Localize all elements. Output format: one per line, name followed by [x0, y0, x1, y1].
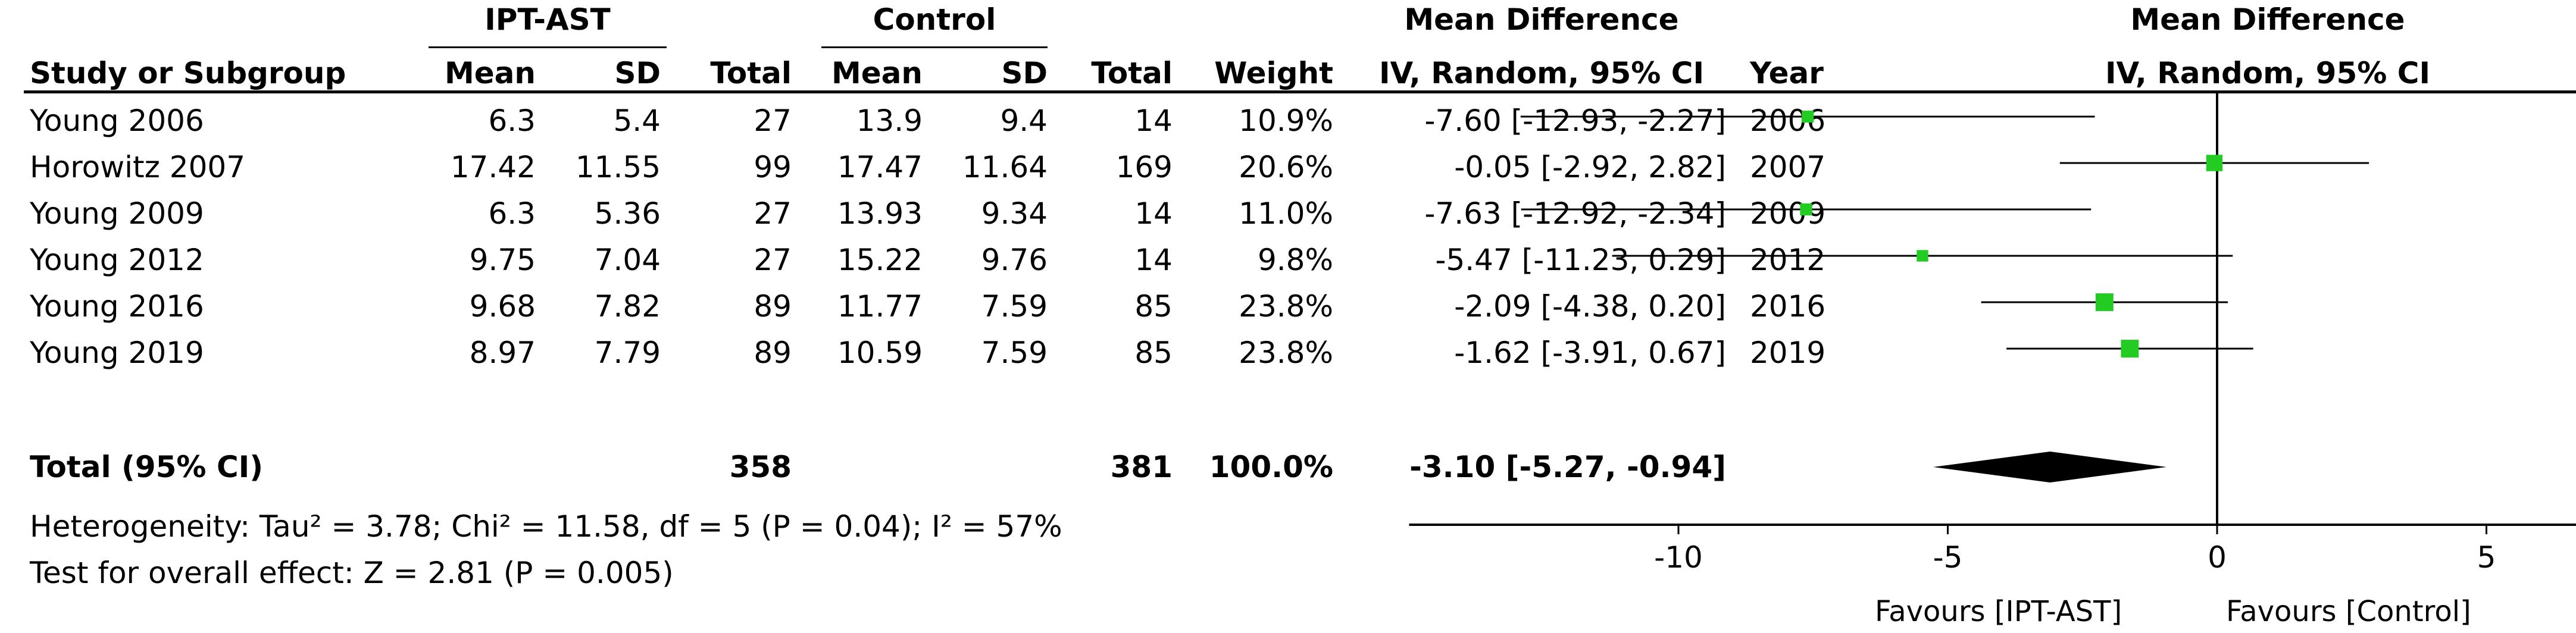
- n1-cell: 99: [754, 150, 792, 184]
- n2-cell: 85: [1134, 289, 1173, 324]
- n1-cell: 27: [754, 104, 792, 138]
- plot-header-top: Mean Difference: [2130, 2, 2405, 37]
- weight-cell: 20.6%: [1239, 150, 1333, 184]
- study-name: Young 2012: [30, 243, 204, 277]
- mean2-cell: 11.77: [837, 289, 923, 324]
- total1-header: Total: [710, 56, 792, 90]
- year-cell: 2012: [1750, 243, 1826, 277]
- year-cell: 2007: [1750, 150, 1826, 184]
- study-col-header: Study or Subgroup: [30, 56, 346, 90]
- header-separator: [24, 90, 2576, 93]
- weight-cell: 23.8%: [1239, 289, 1333, 324]
- mean2-cell: 17.47: [837, 150, 923, 184]
- mean2-cell: 15.22: [837, 243, 923, 277]
- mean2-cell: 13.9: [856, 104, 923, 138]
- total-n1: 358: [729, 450, 792, 484]
- sd1-cell: 7.04: [594, 243, 661, 277]
- ci-cell: -7.60 [-12.93, -2.27]: [1424, 104, 1726, 138]
- group1-underline: [429, 46, 667, 48]
- plot-method-header: IV, Random, 95% CI: [2105, 56, 2431, 90]
- ci-cell: -5.47 [-11.23, 0.29]: [1435, 243, 1726, 277]
- effect-marker: [1802, 110, 1814, 123]
- md-method-header: IV, Random, 95% CI: [1378, 56, 1705, 90]
- year-cell: 2019: [1750, 336, 1826, 370]
- study-name: Young 2016: [30, 289, 204, 324]
- group2-underline: [821, 46, 1048, 48]
- n2-cell: 85: [1134, 336, 1173, 370]
- n1-cell: 89: [754, 289, 792, 324]
- total-ci: -3.10 [-5.27, -0.94]: [1409, 450, 1726, 484]
- study-name: Young 2006: [30, 104, 204, 138]
- group1-header: IPT-AST: [484, 2, 611, 37]
- sd2-header: SD: [1001, 56, 1048, 90]
- study-name: Horowitz 2007: [30, 150, 246, 184]
- effect-marker: [1917, 250, 1928, 262]
- n1-cell: 27: [754, 196, 792, 231]
- sd2-cell: 11.64: [962, 150, 1048, 184]
- overall-effect-text: Test for overall effect: Z = 2.81 (P = 0…: [30, 556, 674, 590]
- mean1-cell: 6.3: [488, 196, 536, 231]
- ci-cell: -2.09 [-4.38, 0.20]: [1454, 289, 1726, 324]
- year-cell: 2016: [1750, 289, 1826, 324]
- sd1-cell: 7.79: [594, 336, 661, 370]
- sd1-header: SD: [614, 56, 661, 90]
- heterogeneity-text: Heterogeneity: Tau² = 3.78; Chi² = 11.58…: [30, 509, 1062, 544]
- total-weight: 100.0%: [1209, 450, 1333, 484]
- effect-marker: [2121, 340, 2139, 358]
- x-tick-label: 5: [2477, 540, 2496, 575]
- weight-cell: 10.9%: [1239, 104, 1333, 138]
- favours-left-label: Favours [IPT-AST]: [1875, 595, 2122, 628]
- effect-marker: [2095, 293, 2114, 311]
- total2-header: Total: [1091, 56, 1173, 90]
- pooled-diamond: [1933, 452, 2167, 482]
- n2-cell: 169: [1115, 150, 1173, 184]
- mean2-header: Mean: [831, 56, 923, 90]
- weight-cell: 9.8%: [1257, 243, 1333, 277]
- mean2-cell: 10.59: [837, 336, 923, 370]
- sd1-cell: 7.82: [594, 289, 661, 324]
- n1-cell: 89: [754, 336, 792, 370]
- favours-right-label: Favours [Control]: [2226, 595, 2471, 628]
- weight-cell: 23.8%: [1239, 336, 1333, 370]
- total-label: Total (95% CI): [30, 450, 264, 484]
- year-cell: 2009: [1750, 196, 1826, 231]
- x-tick-label: 0: [2208, 540, 2227, 575]
- sd2-cell: 9.4: [1000, 104, 1048, 138]
- x-tick-label: -10: [1654, 540, 1703, 575]
- group2-header: Control: [873, 2, 996, 37]
- year-header: Year: [1750, 56, 1824, 90]
- n2-cell: 14: [1134, 196, 1173, 231]
- md-header-top: Mean Difference: [1404, 2, 1679, 37]
- ci-cell: -1.62 [-3.91, 0.67]: [1454, 336, 1726, 370]
- ci-cell: -0.05 [-2.92, 2.82]: [1454, 150, 1726, 184]
- mean1-cell: 6.3: [488, 104, 536, 138]
- total-n2: 381: [1110, 450, 1173, 484]
- mean1-header: Mean: [444, 56, 536, 90]
- sd2-cell: 9.34: [981, 196, 1048, 231]
- mean1-cell: 17.42: [450, 150, 536, 184]
- sd2-cell: 9.76: [981, 243, 1048, 277]
- sd1-cell: 5.4: [613, 104, 661, 138]
- study-name: Young 2019: [30, 336, 204, 370]
- sd1-cell: 11.55: [575, 150, 661, 184]
- weight-header: Weight: [1214, 56, 1333, 90]
- n1-cell: 27: [754, 243, 792, 277]
- study-name: Young 2009: [30, 196, 204, 231]
- x-tick-label: -5: [1933, 540, 1963, 575]
- sd2-cell: 7.59: [981, 336, 1048, 370]
- effect-marker: [1800, 203, 1812, 216]
- n2-cell: 14: [1134, 104, 1173, 138]
- ci-cell: -7.63 [-12.92, -2.34]: [1424, 196, 1726, 231]
- weight-cell: 11.0%: [1239, 196, 1333, 231]
- sd2-cell: 7.59: [981, 289, 1048, 324]
- n2-cell: 14: [1134, 243, 1173, 277]
- mean1-cell: 8.97: [469, 336, 536, 370]
- sd1-cell: 5.36: [594, 196, 661, 231]
- mean2-cell: 13.93: [837, 196, 923, 231]
- effect-marker: [2206, 155, 2223, 171]
- mean1-cell: 9.75: [469, 243, 536, 277]
- mean1-cell: 9.68: [469, 289, 536, 324]
